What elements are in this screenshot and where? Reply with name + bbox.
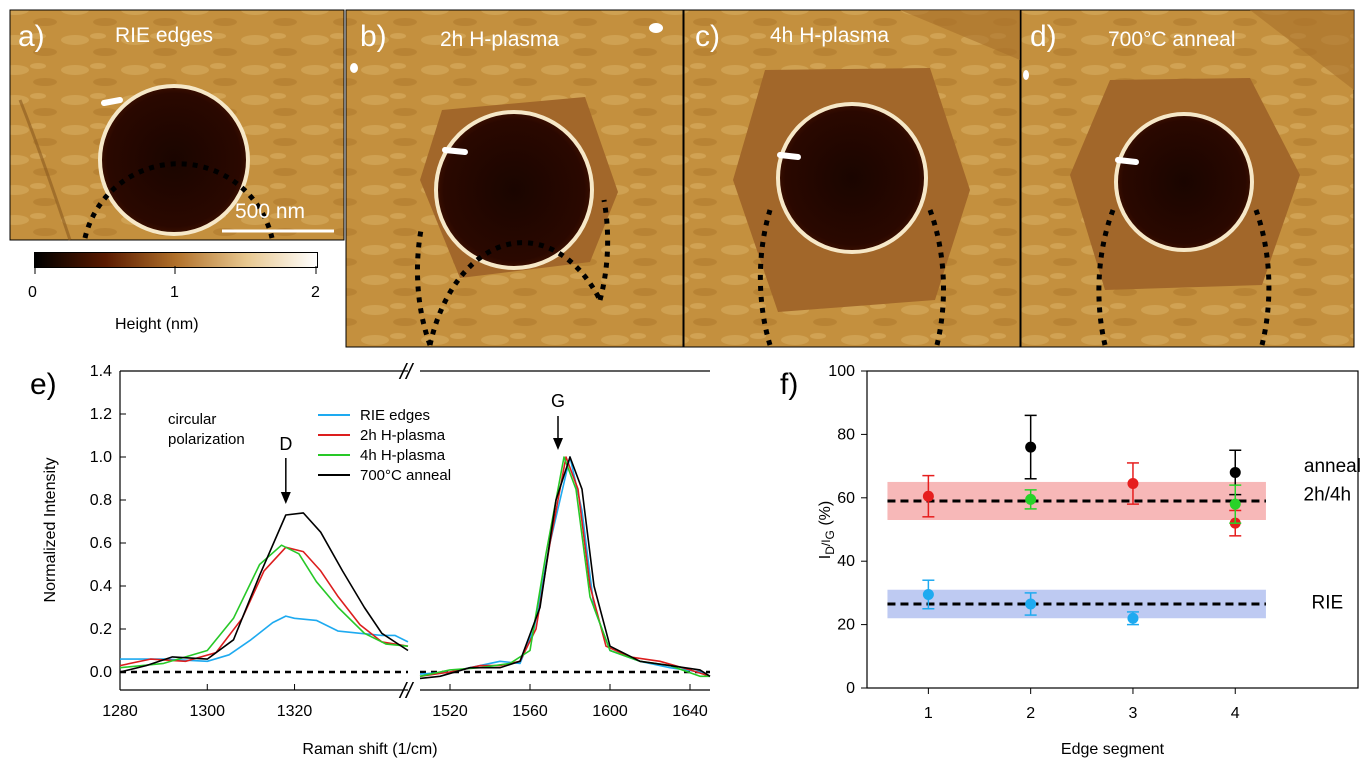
data-point-3: [922, 588, 934, 600]
raman-chart: // // 0.0 0.2 0.4 0.6 0.8 1.0 1.2 1.4 1280 1300 1320…: [42, 359, 711, 758]
axis-break-top: //: [398, 359, 414, 384]
panel-letter-c: c): [695, 20, 720, 53]
x-tick-label: 1520: [432, 703, 468, 720]
colorbar-tick-0: 0: [28, 284, 37, 301]
y-axis-label: ID/IG (%): [817, 501, 837, 559]
x-tick-label: 1560: [512, 703, 548, 720]
y-tick-label: 1.2: [90, 406, 112, 423]
id-ig-chart: 0 20 40 60 80 100 1 2 3 4 2h/4h RIE anneal Edge segme…: [817, 363, 1361, 758]
y-tick-label: 0: [846, 680, 855, 697]
x-tick-label: 1320: [277, 703, 313, 720]
axis-break-bottom: //: [398, 678, 414, 703]
afm-panel-a: [9, 9, 345, 241]
y-tick-label: 0.0: [90, 664, 112, 681]
legend-label: 4h H-plasma: [360, 447, 446, 464]
y-tick-label: 100: [828, 363, 855, 380]
series-line-left-0: [120, 615, 409, 663]
colorbar: [34, 252, 318, 268]
series-label-anneal: anneal: [1304, 456, 1361, 477]
data-point-2: [1025, 493, 1037, 505]
data-point-1: [1127, 478, 1139, 490]
x-tick-label: 1300: [189, 703, 225, 720]
x-axis-label: Edge segment: [1061, 741, 1165, 758]
x-tick-label: 1: [924, 705, 933, 722]
y-tick-label: 80: [837, 426, 855, 443]
panel-letter-e: e): [30, 368, 57, 401]
series-line-right-3: [419, 456, 711, 680]
panel-title-b: 2h H-plasma: [440, 28, 560, 51]
panel-title-a: RIE edges: [115, 24, 214, 47]
peak-arrowhead-d: [280, 492, 291, 504]
scale-bar-label: 500 nm: [235, 200, 306, 223]
data-point-3: [1127, 612, 1139, 624]
x-axis-label: Raman shift (1/cm): [302, 741, 437, 758]
y-tick-label: 60: [837, 490, 855, 507]
peak-label-g: G: [551, 391, 565, 411]
x-tick-label: 2: [1026, 705, 1035, 722]
legend-label: RIE edges: [360, 407, 430, 424]
y-tick-label: 40: [837, 553, 855, 570]
y-tick-label: 1.4: [90, 363, 112, 380]
data-point-1: [922, 490, 934, 502]
band-label-2h4h: 2h/4h: [1304, 485, 1352, 506]
panel-letter-d: d): [1030, 20, 1057, 53]
data-point-2: [1229, 498, 1241, 510]
y-tick-label: 0.4: [90, 578, 112, 595]
afm-panel-d: [1020, 9, 1355, 348]
y-tick-label: 1.0: [90, 449, 112, 466]
colorbar-tick-2: 2: [311, 284, 320, 301]
panel-letter-f: f): [780, 368, 799, 401]
panel-title-c: 4h H-plasma: [770, 24, 890, 47]
x-tick-label: 3: [1129, 705, 1138, 722]
colorbar-ticks: [34, 266, 317, 274]
y-tick-label: 0.8: [90, 492, 112, 509]
y-tick-label: 0.2: [90, 621, 112, 638]
x-tick-label: 4: [1231, 705, 1240, 722]
afm-panel-c: [683, 9, 1021, 348]
legend-label: 700°C anneal: [360, 467, 451, 484]
y-tick-label: 0.6: [90, 535, 112, 552]
y-tick-label: 20: [837, 617, 855, 634]
colorbar-label: Height (nm): [115, 316, 199, 333]
data-point-0: [1229, 466, 1241, 478]
peak-label-d: D: [279, 434, 292, 454]
x-tick-label: 1280: [102, 703, 138, 720]
data-point-3: [1025, 598, 1037, 610]
series-line-right-0: [419, 456, 711, 678]
afm-panel-b: [345, 9, 684, 348]
colorbar-tick-1: 1: [170, 284, 179, 301]
data-point-0: [1025, 441, 1037, 453]
band-label-rie: RIE: [1311, 592, 1343, 613]
annotation-text: polarization: [168, 431, 245, 448]
series-line-left-3: [119, 512, 409, 673]
afm-images: [9, 9, 1355, 348]
panel-letter-a: a): [18, 20, 45, 53]
series-line-right-1: [419, 456, 711, 678]
y-axis-label: Normalized Intensity: [42, 458, 59, 603]
series-line-right-2: [419, 456, 710, 678]
x-tick-label: 1600: [592, 703, 628, 720]
x-tick-label: 1640: [672, 703, 708, 720]
peak-arrowhead-g: [553, 438, 563, 450]
panel-title-d: 700°C anneal: [1108, 28, 1236, 51]
panel-letter-b: b): [360, 20, 387, 53]
annotation-text: circular: [168, 411, 216, 428]
plot-frame: [866, 370, 1359, 689]
series-line-left-2: [119, 544, 409, 669]
legend-label: 2h H-plasma: [360, 427, 446, 444]
